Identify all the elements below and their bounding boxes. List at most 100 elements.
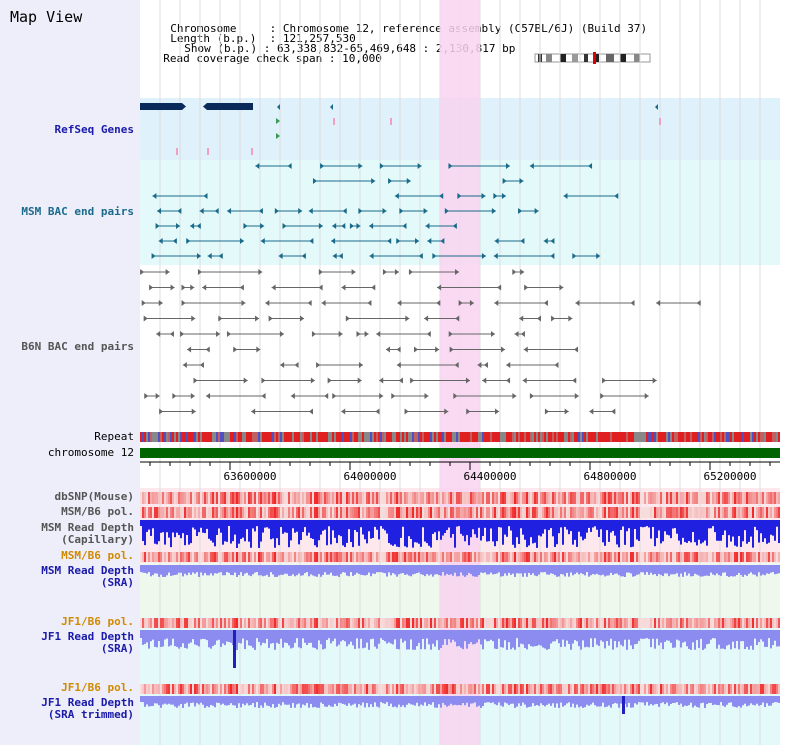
- depth-bar: [364, 696, 366, 708]
- heat-cell: [742, 492, 744, 504]
- track-label-jf1-read-depth-trim[interactable]: JF1 Read Depth: [41, 696, 134, 709]
- depth-bar: [646, 520, 648, 527]
- heat-cell: [624, 684, 626, 694]
- depth-bar: [340, 565, 342, 574]
- chromosome-bar[interactable]: [140, 448, 780, 458]
- chromosome-ideogram[interactable]: [534, 52, 651, 64]
- heat-cell: [212, 684, 214, 694]
- track-label-msm-read-depth-cap[interactable]: MSM Read Depth: [41, 521, 134, 534]
- repeat-block: [696, 432, 698, 442]
- heat-cell: [722, 684, 724, 694]
- heat-cell: [248, 507, 250, 518]
- heat-cell: [540, 684, 542, 694]
- jf1-read-depth-trimmed-bars[interactable]: [140, 696, 780, 714]
- heat-cell: [198, 618, 200, 628]
- heat-cell: [222, 684, 224, 694]
- depth-bar: [302, 630, 304, 639]
- heat-cell: [388, 507, 390, 518]
- depth-bar: [160, 565, 162, 575]
- depth-bar: [142, 630, 144, 645]
- depth-bar: [226, 520, 228, 542]
- track-label-msm-read-depth-sra[interactable]: MSM Read Depth: [41, 564, 134, 577]
- track-label-msm-bac[interactable]: MSM BAC end pairs: [21, 205, 134, 218]
- depth-bar: [284, 565, 286, 574]
- depth-bar: [514, 565, 516, 577]
- heat-cell: [354, 552, 356, 562]
- heat-cell: [624, 507, 626, 518]
- jf1-b6-pol-heat-track-1[interactable]: [140, 618, 780, 628]
- depth-bar: [278, 630, 280, 644]
- track-label-jf1-b6-pol-1[interactable]: JF1/B6 pol.: [61, 615, 134, 628]
- heat-cell: [454, 507, 456, 518]
- track-label-refseq[interactable]: RefSeq Genes: [54, 123, 134, 136]
- depth-bar: [246, 630, 248, 641]
- heat-cell: [412, 684, 414, 694]
- msm-bac-features[interactable]: [151, 163, 619, 259]
- heat-cell: [214, 492, 216, 504]
- heat-cell: [524, 684, 526, 694]
- depth-bar: [400, 520, 402, 538]
- msm-b6-pol-heat-track-1[interactable]: [140, 507, 780, 518]
- depth-bar: [182, 630, 184, 644]
- depth-bar: [358, 565, 360, 574]
- depth-bar: [424, 630, 426, 650]
- jf1-read-depth-sra-bars[interactable]: [140, 630, 780, 668]
- heat-cell: [460, 507, 462, 518]
- heat-cell: [598, 684, 600, 694]
- msm-b6-pol-heat-track-2[interactable]: [140, 552, 780, 562]
- heat-cell: [292, 552, 294, 562]
- heat-cell: [326, 618, 328, 628]
- track-label-jf1-read-depth-sra[interactable]: JF1 Read Depth: [41, 630, 134, 643]
- heat-cell: [570, 684, 572, 694]
- heat-cell: [146, 507, 148, 518]
- repeat-track[interactable]: [140, 432, 780, 442]
- depth-bar: [736, 520, 738, 547]
- heat-cell: [336, 618, 338, 628]
- heat-cell: [210, 507, 212, 518]
- depth-bar: [508, 565, 510, 573]
- track-label-jf1-b6-pol-2[interactable]: JF1/B6 pol.: [61, 681, 134, 694]
- heat-cell: [412, 618, 414, 628]
- depth-bar: [532, 630, 534, 647]
- b6n-bac-features[interactable]: [140, 269, 701, 415]
- depth-bar: [330, 520, 332, 545]
- depth-bar: [550, 630, 552, 644]
- depth-bar: [764, 696, 766, 708]
- msm-read-depth-capillary-bars[interactable]: [140, 520, 780, 548]
- heat-cell: [546, 684, 548, 694]
- jf1-b6-pol-heat-track-2[interactable]: [140, 684, 780, 694]
- heat-cell: [380, 507, 382, 518]
- heat-cell: [488, 552, 490, 562]
- heat-cell: [676, 552, 678, 562]
- depth-bar: [542, 565, 544, 573]
- depth-bar: [256, 630, 258, 639]
- depth-bar: [368, 630, 370, 650]
- depth-bar: [716, 565, 718, 574]
- repeat-block: [282, 432, 284, 442]
- heat-cell: [410, 552, 412, 562]
- depth-bar: [242, 565, 244, 576]
- heat-cell: [234, 684, 236, 694]
- msm-read-depth-sra-bars[interactable]: [140, 565, 780, 577]
- heat-cell: [366, 552, 368, 562]
- heat-cell: [322, 492, 324, 504]
- track-label-dbsnp[interactable]: dbSNP(Mouse): [54, 490, 134, 503]
- track-label-msm-b6-pol-2[interactable]: MSM/B6 pol.: [61, 549, 134, 562]
- repeat-block: [322, 432, 324, 442]
- dbsnp-heat-track[interactable]: [140, 492, 780, 504]
- depth-bar: [462, 520, 464, 536]
- depth-bar: [708, 520, 710, 529]
- heat-cell: [274, 552, 276, 562]
- heat-cell: [266, 684, 268, 694]
- track-label-b6n-bac[interactable]: B6N BAC end pairs: [21, 340, 134, 353]
- heat-cell: [430, 684, 432, 694]
- b6n-bac-end: [520, 269, 525, 275]
- repeat-block: [290, 432, 292, 442]
- heat-cell: [632, 552, 634, 562]
- repeat-block: [380, 432, 382, 442]
- depth-bar: [380, 565, 382, 573]
- track-label-msm-b6-pol-1[interactable]: MSM/B6 pol.: [61, 505, 134, 518]
- heat-cell: [274, 684, 276, 694]
- refseq-gene-features[interactable]: [140, 103, 661, 155]
